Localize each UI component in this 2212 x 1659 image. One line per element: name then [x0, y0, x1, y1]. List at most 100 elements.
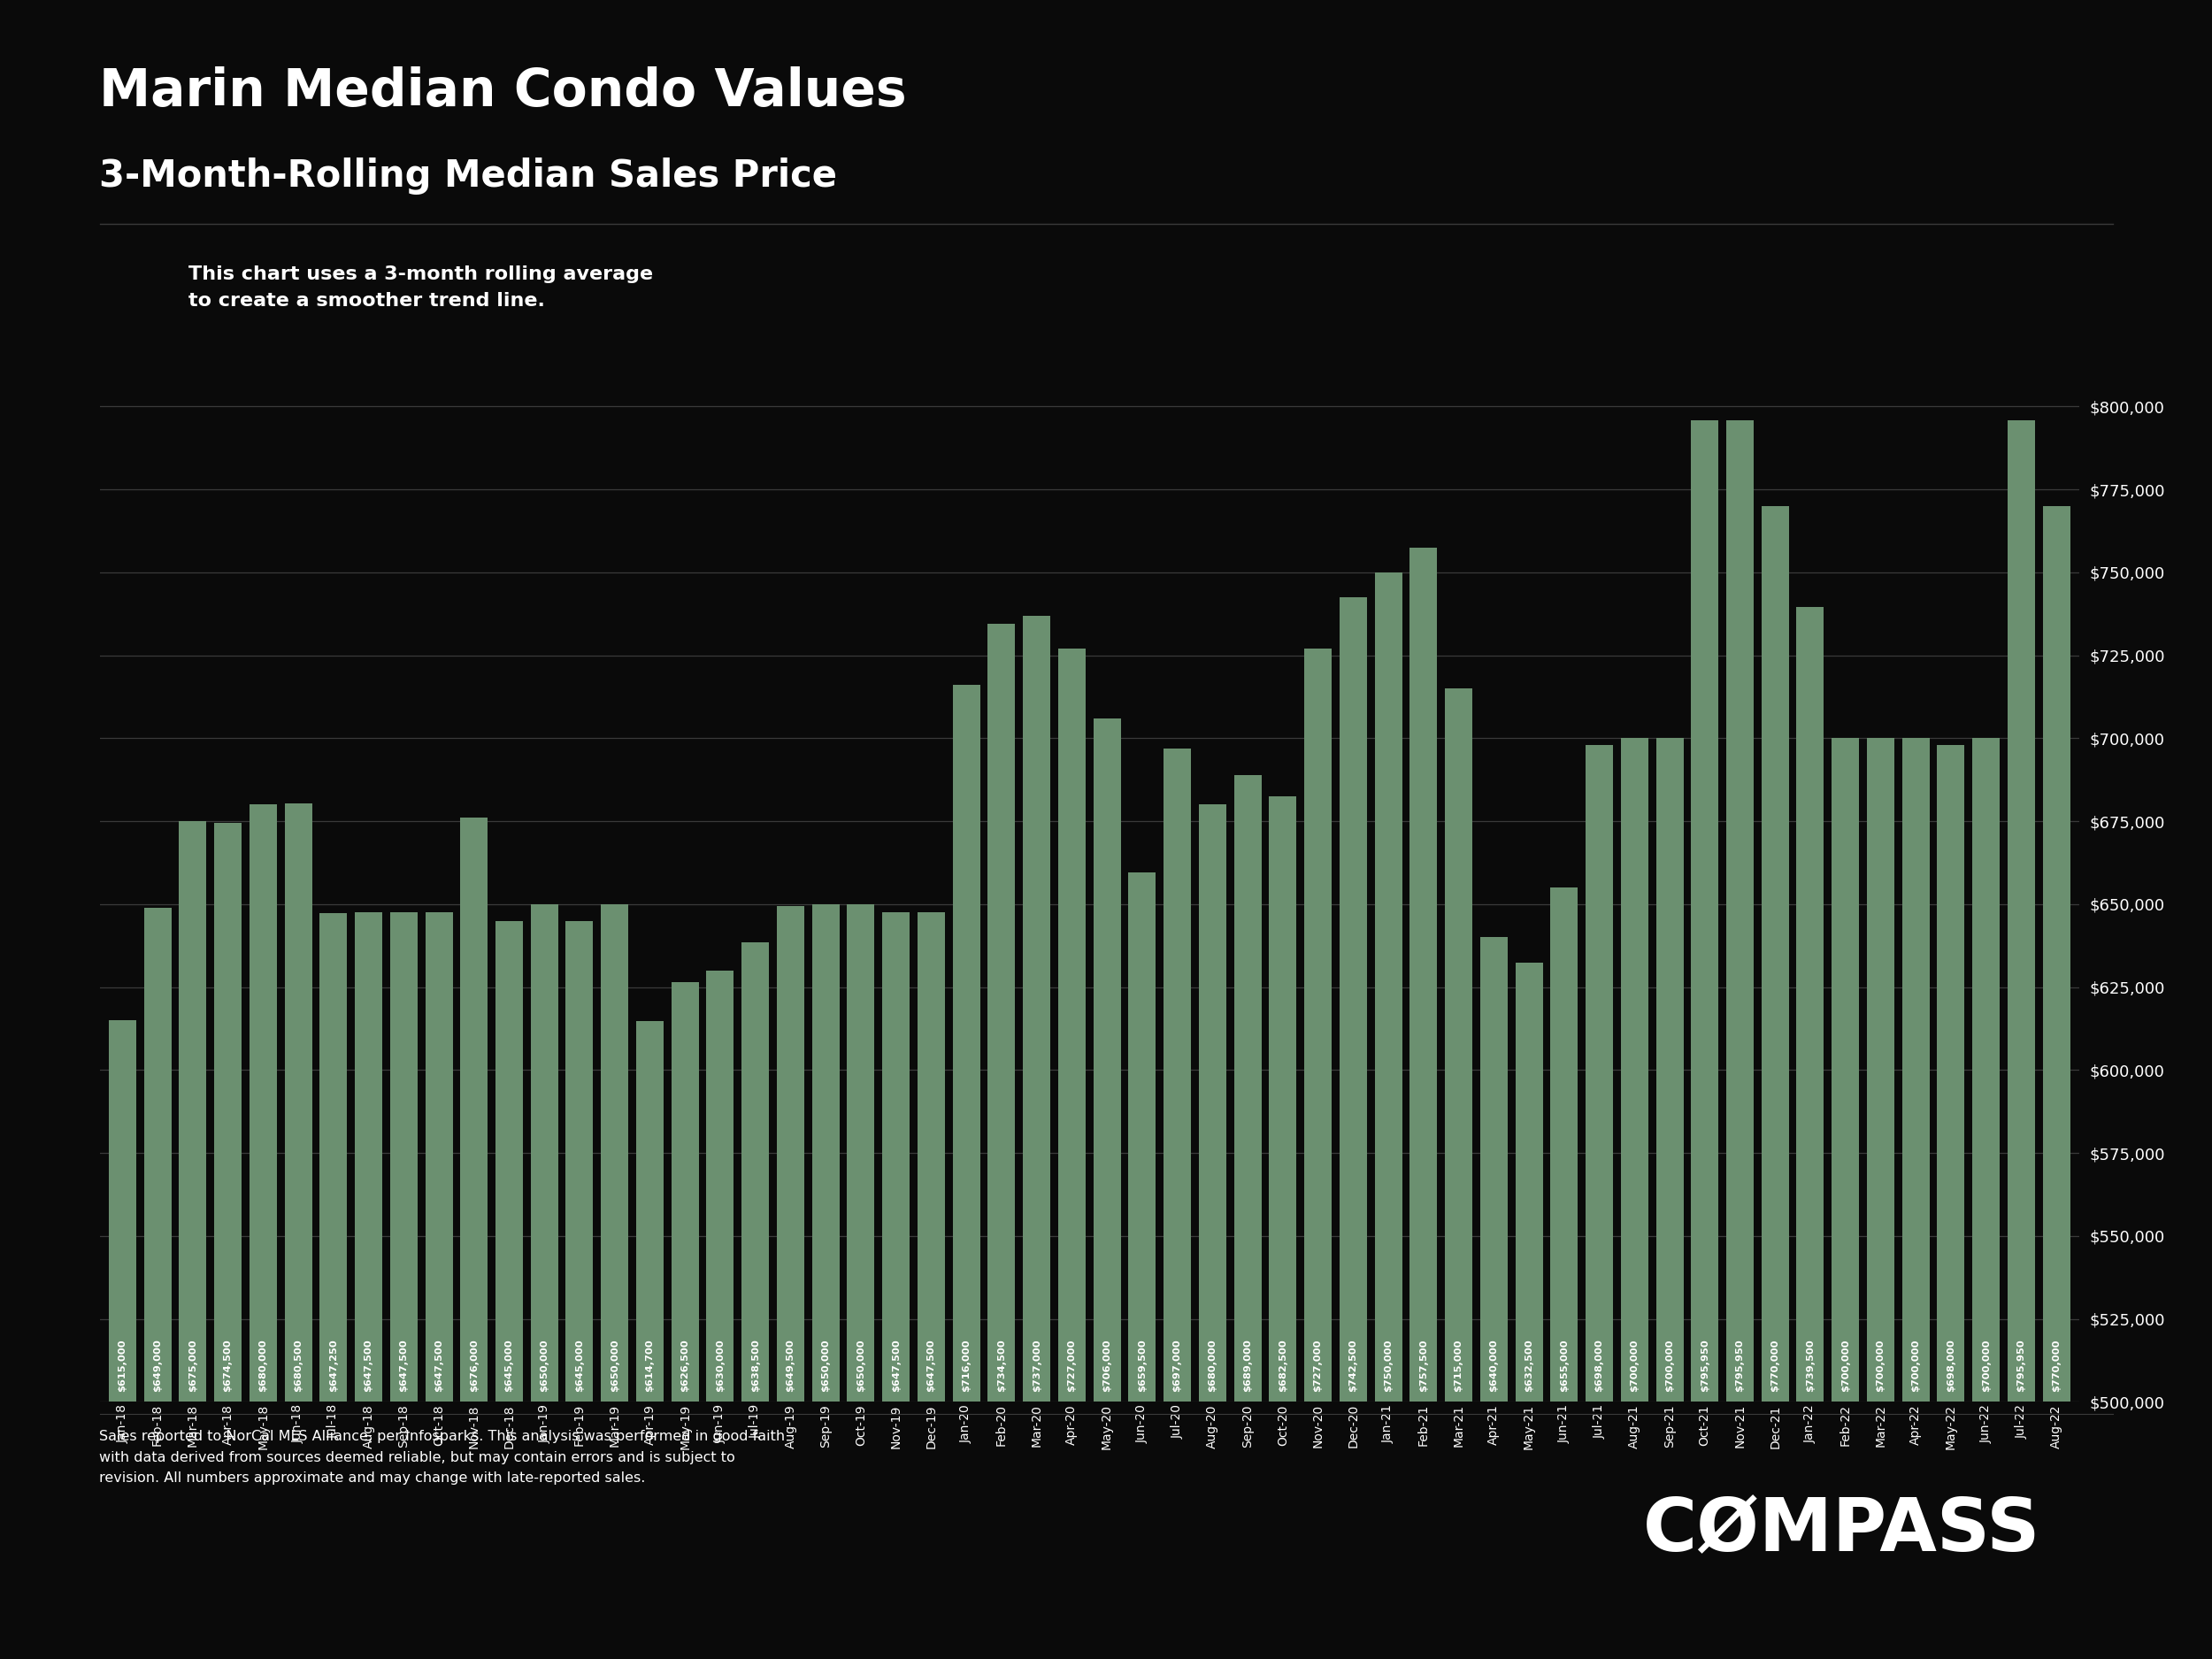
- Bar: [1199, 805, 1225, 1659]
- Bar: [1234, 775, 1261, 1659]
- Bar: [1022, 615, 1051, 1659]
- Text: $700,000: $700,000: [1911, 1339, 1920, 1392]
- Text: $615,000: $615,000: [117, 1339, 126, 1392]
- Bar: [354, 912, 383, 1659]
- Text: $647,500: $647,500: [891, 1339, 900, 1392]
- Text: $674,500: $674,500: [223, 1339, 232, 1392]
- Bar: [1409, 547, 1438, 1659]
- Bar: [425, 912, 453, 1659]
- Text: $770,000: $770,000: [2053, 1339, 2062, 1392]
- Bar: [389, 912, 418, 1659]
- Bar: [1621, 738, 1648, 1659]
- Text: $727,000: $727,000: [1314, 1339, 1323, 1392]
- Bar: [1690, 420, 1719, 1659]
- Bar: [1515, 962, 1542, 1659]
- Text: $750,000: $750,000: [1385, 1339, 1394, 1392]
- Text: $614,700: $614,700: [646, 1339, 655, 1392]
- Bar: [1164, 748, 1190, 1659]
- Text: $626,500: $626,500: [681, 1339, 690, 1392]
- Text: $739,500: $739,500: [1805, 1339, 1814, 1392]
- Text: $645,000: $645,000: [504, 1339, 513, 1392]
- Bar: [531, 904, 557, 1659]
- Bar: [602, 904, 628, 1659]
- Text: $795,950: $795,950: [1736, 1339, 1745, 1392]
- Bar: [495, 921, 522, 1659]
- Text: $715,000: $715,000: [1453, 1339, 1462, 1392]
- Text: 3-Month-Rolling Median Sales Price: 3-Month-Rolling Median Sales Price: [100, 158, 838, 194]
- Bar: [1586, 745, 1613, 1659]
- Text: $647,500: $647,500: [365, 1339, 374, 1392]
- Text: $700,000: $700,000: [1840, 1339, 1849, 1392]
- Text: $795,950: $795,950: [1701, 1339, 1710, 1392]
- Bar: [1551, 888, 1577, 1659]
- Text: $700,000: $700,000: [1666, 1339, 1674, 1392]
- Text: $650,000: $650,000: [611, 1339, 619, 1392]
- Text: $757,500: $757,500: [1420, 1339, 1429, 1392]
- Text: $649,500: $649,500: [785, 1339, 794, 1392]
- Bar: [108, 1020, 137, 1659]
- Bar: [1480, 937, 1509, 1659]
- Text: $647,250: $647,250: [330, 1339, 338, 1392]
- Bar: [1093, 718, 1121, 1659]
- Text: $659,500: $659,500: [1137, 1339, 1146, 1392]
- Text: $697,000: $697,000: [1172, 1339, 1181, 1392]
- Bar: [847, 904, 874, 1659]
- Bar: [2008, 420, 2035, 1659]
- Bar: [670, 982, 699, 1659]
- Text: Marin Median Condo Values: Marin Median Condo Values: [100, 66, 907, 116]
- Text: $680,000: $680,000: [1208, 1339, 1217, 1392]
- Text: $630,000: $630,000: [717, 1339, 726, 1392]
- Bar: [953, 685, 980, 1659]
- Bar: [144, 907, 170, 1659]
- Text: $645,000: $645,000: [575, 1339, 584, 1392]
- Bar: [2042, 506, 2070, 1659]
- Text: $650,000: $650,000: [856, 1339, 865, 1392]
- Text: $700,000: $700,000: [1876, 1339, 1885, 1392]
- Text: $638,500: $638,500: [750, 1339, 759, 1392]
- Text: $632,500: $632,500: [1524, 1339, 1533, 1392]
- Bar: [883, 912, 909, 1659]
- Text: $770,000: $770,000: [1770, 1339, 1778, 1392]
- Bar: [179, 821, 206, 1659]
- Bar: [321, 912, 347, 1659]
- Bar: [285, 803, 312, 1659]
- Text: $647,500: $647,500: [927, 1339, 936, 1392]
- Text: $737,000: $737,000: [1033, 1339, 1042, 1392]
- Text: $655,000: $655,000: [1559, 1339, 1568, 1392]
- Bar: [776, 906, 805, 1659]
- Text: $675,000: $675,000: [188, 1339, 197, 1392]
- Bar: [989, 624, 1015, 1659]
- Bar: [1725, 420, 1754, 1659]
- Text: This chart uses a 3-month rolling average
to create a smoother trend line.: This chart uses a 3-month rolling averag…: [188, 265, 653, 309]
- Text: $649,000: $649,000: [153, 1339, 161, 1392]
- Text: $680,500: $680,500: [294, 1339, 303, 1392]
- Bar: [1444, 688, 1473, 1659]
- Bar: [460, 818, 489, 1659]
- Bar: [1973, 738, 2000, 1659]
- Bar: [1938, 745, 1964, 1659]
- Text: $640,000: $640,000: [1489, 1339, 1498, 1392]
- Bar: [1374, 572, 1402, 1659]
- Bar: [1305, 649, 1332, 1659]
- Bar: [1270, 796, 1296, 1659]
- Bar: [1832, 738, 1858, 1659]
- Bar: [250, 805, 276, 1659]
- Text: $650,000: $650,000: [540, 1339, 549, 1392]
- Bar: [706, 971, 734, 1659]
- Text: $647,500: $647,500: [434, 1339, 442, 1392]
- Bar: [1867, 738, 1893, 1659]
- Text: Sales reported to NorCal MLS Alliance, per Infosparks. This analysis was perform: Sales reported to NorCal MLS Alliance, p…: [100, 1430, 785, 1485]
- Text: $706,000: $706,000: [1102, 1339, 1110, 1392]
- Bar: [1657, 738, 1683, 1659]
- Bar: [1128, 873, 1157, 1659]
- Text: $716,000: $716,000: [962, 1339, 971, 1392]
- Bar: [566, 921, 593, 1659]
- Text: $734,500: $734,500: [998, 1339, 1006, 1392]
- Text: $727,000: $727,000: [1068, 1339, 1077, 1392]
- Text: $647,500: $647,500: [400, 1339, 409, 1392]
- Text: $700,000: $700,000: [1982, 1339, 1991, 1392]
- Text: $700,000: $700,000: [1630, 1339, 1639, 1392]
- Bar: [812, 904, 838, 1659]
- Text: $698,000: $698,000: [1595, 1339, 1604, 1392]
- Text: $689,000: $689,000: [1243, 1339, 1252, 1392]
